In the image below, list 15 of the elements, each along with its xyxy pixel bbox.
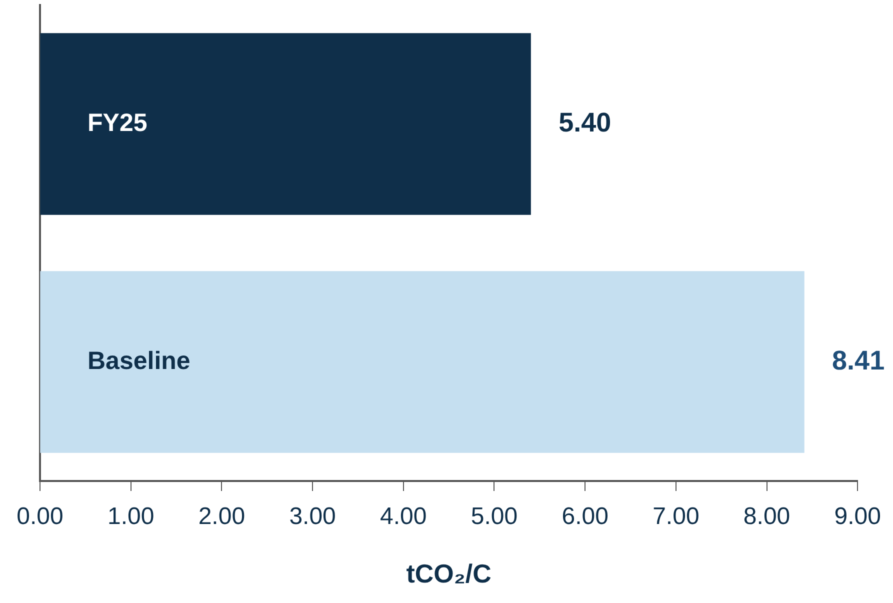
y-tick-label: FY25 [88,108,148,137]
x-tick-label: 8.00 [743,503,790,530]
x-tick-label: 0.00 [16,503,64,530]
data-label: 8.41 [832,345,885,376]
x-tick-label: 9.00 [834,503,882,530]
x-tick-label: 5.00 [470,503,518,530]
data-label: 5.40 [558,107,612,138]
x-tick-label: 2.00 [198,503,246,530]
y-tick-label: Baseline [88,346,190,375]
x-tick-label: 7.00 [652,503,700,530]
x-tick-label: 6.00 [562,503,608,530]
x-tick-label: 4.00 [380,503,427,530]
x-axis-title: tCO₂/C [406,558,492,589]
x-tick-label: 3.00 [289,503,336,530]
x-tick-label: 1.00 [107,503,154,530]
